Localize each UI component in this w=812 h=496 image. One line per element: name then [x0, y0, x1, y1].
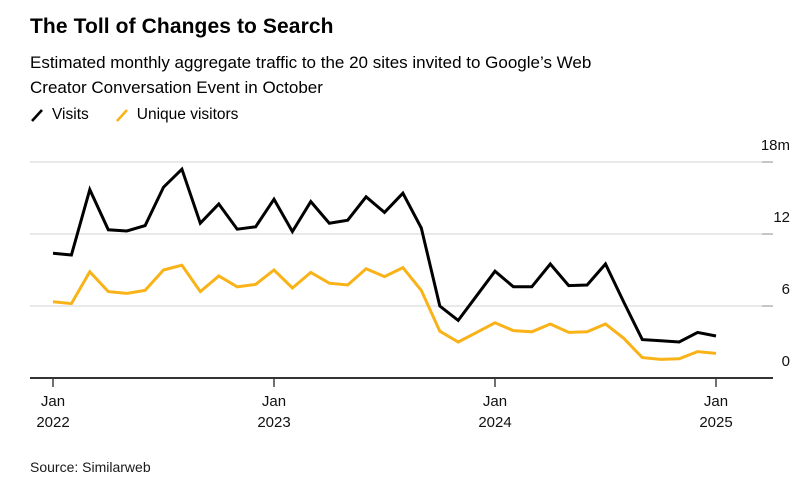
unique-visitors-line-swatch-icon	[115, 108, 128, 122]
y-axis-label-12: 12	[773, 209, 790, 226]
x-axis-label-2024: Jan 2024	[453, 391, 537, 433]
x-axis-label-month: Jan	[40, 393, 66, 410]
visits-line-swatch-icon	[31, 108, 43, 122]
chart-subtitle-line-2: Creator Conversation Event in October	[30, 78, 323, 97]
x-axis-label-year: 2025	[699, 414, 733, 431]
chart-title: The Toll of Changes to Search	[30, 15, 334, 38]
x-axis-label-month: Jan	[261, 393, 287, 410]
unique-visitors-line	[52, 263, 717, 361]
legend-label-unique-visitors: Unique visitors	[136, 106, 239, 123]
y-axis-label-0: 0	[781, 353, 790, 370]
visits-line	[52, 166, 717, 344]
y-axis-label-18m: 18m	[760, 137, 790, 154]
legend: Visits Unique visitors	[30, 106, 238, 124]
x-axis-label-month: Jan	[703, 393, 729, 410]
y-axis-label-6: 6	[781, 281, 790, 298]
chart-subtitle: Estimated monthly aggregate traffic to t…	[30, 50, 591, 100]
x-axis-label-2023: Jan 2023	[232, 391, 316, 433]
chart-subtitle-line-1: Estimated monthly aggregate traffic to t…	[30, 53, 592, 72]
x-axis-label-year: 2024	[478, 414, 512, 431]
legend-item-visits: Visits	[30, 106, 89, 124]
legend-item-unique-visitors: Unique visitors	[115, 106, 239, 124]
x-axis-label-2022: Jan 2022	[11, 391, 95, 433]
source-note: Source: Similarweb	[30, 459, 151, 475]
x-axis-label-2025: Jan 2025	[674, 391, 758, 433]
x-axis-label-year: 2023	[257, 414, 291, 431]
legend-label-visits: Visits	[52, 106, 89, 123]
x-axis-label-month: Jan	[482, 393, 508, 410]
x-axis-label-year: 2022	[36, 414, 70, 431]
